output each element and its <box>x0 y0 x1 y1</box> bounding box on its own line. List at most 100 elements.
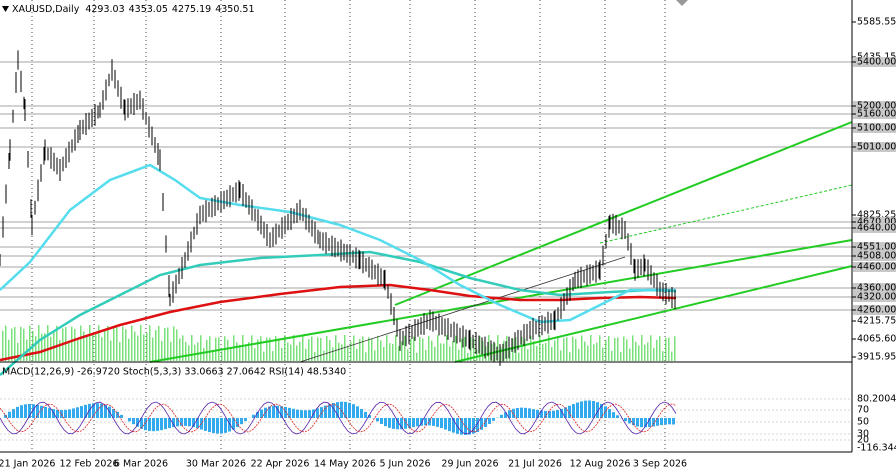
volume-bar <box>299 341 301 361</box>
macd-bar <box>64 409 67 418</box>
volume-bar <box>119 342 121 361</box>
macd-bar <box>644 418 647 428</box>
volume-bar <box>209 336 211 361</box>
volume-bar <box>110 340 112 361</box>
volume-bar <box>179 338 181 361</box>
volume-bar <box>575 339 577 361</box>
header: XAUUSD,Daily 4293.03 4353.05 4275.19 4350.51 <box>12 4 255 15</box>
volume-bar <box>518 352 520 361</box>
volume-bar <box>362 336 364 361</box>
volume-bar <box>410 338 412 361</box>
trend-line <box>299 256 626 363</box>
macd-bar <box>328 404 331 418</box>
macd-bar <box>332 403 335 418</box>
level-tag <box>853 217 896 227</box>
volume-bar <box>380 340 382 361</box>
macd-bar <box>92 403 95 418</box>
macd-bar <box>592 400 595 418</box>
volume-bar <box>458 349 460 361</box>
volume-bar <box>500 346 502 361</box>
volume-bar <box>80 325 82 361</box>
ind-level-label: 30 <box>857 429 869 440</box>
volume-bar <box>476 349 478 361</box>
volume-bar <box>215 337 217 361</box>
volume-bar <box>308 339 310 361</box>
low: 4275.19 <box>172 4 211 15</box>
volume-bar <box>95 332 97 361</box>
volume-bar <box>206 339 208 361</box>
macd-bar <box>132 418 135 425</box>
volume-bar <box>515 337 517 361</box>
macd-bar <box>228 418 231 432</box>
macd-bar <box>20 405 23 418</box>
ind-level-label: 80.2004 <box>857 394 896 405</box>
volume-bar <box>155 330 157 361</box>
macd-bar <box>272 405 275 418</box>
volume-bar <box>626 339 628 361</box>
volume-bar <box>11 328 13 361</box>
price-label: 4825.25 <box>857 210 896 221</box>
ind-level-label: 70 <box>857 405 869 416</box>
volume-bar <box>29 325 31 361</box>
macd-bar <box>8 411 11 418</box>
macd-bar <box>184 418 187 426</box>
macd-bar <box>524 407 527 418</box>
grid <box>31 0 666 452</box>
volume-bar <box>419 337 421 361</box>
macd-bar <box>324 405 327 418</box>
channel-projection <box>599 184 853 244</box>
volume-bar <box>128 338 130 361</box>
macd-bar <box>528 408 531 418</box>
macd-bar <box>176 418 179 427</box>
volume-bar <box>590 335 592 361</box>
volume-bar <box>332 347 334 361</box>
macd-bar <box>360 408 363 418</box>
macd-bar <box>244 418 247 422</box>
level-tag <box>853 292 896 302</box>
volume-bar <box>59 340 61 361</box>
level-tag <box>853 283 896 293</box>
macd-bar <box>488 418 491 424</box>
price-label: 5400.00 <box>857 57 896 68</box>
macd-bar <box>260 409 263 418</box>
macd-bar <box>472 418 475 434</box>
macd-bar <box>12 409 15 418</box>
volume-bar <box>455 335 457 361</box>
volume-bar <box>44 333 46 361</box>
macd-bar <box>484 418 487 428</box>
volume-bar <box>671 351 673 361</box>
volume-bar <box>569 352 571 361</box>
volume-bar <box>263 351 265 361</box>
date-label: 21 Jul 2026 <box>508 459 562 470</box>
date-label: 5 Jun 2026 <box>379 459 430 470</box>
macd-bar <box>304 410 307 418</box>
volume-bar <box>536 345 538 361</box>
macd-bar <box>384 418 387 427</box>
volume-bar <box>431 340 433 361</box>
volume-bar <box>545 343 547 361</box>
volume-bar <box>260 336 262 361</box>
macd-bar <box>188 418 191 427</box>
level-tag <box>853 101 896 111</box>
volume-bar <box>392 343 394 361</box>
volume-bar <box>329 340 331 361</box>
volume-bar <box>428 335 430 361</box>
volume-bar <box>41 333 43 361</box>
date-label: 6 Mar 2026 <box>114 459 168 470</box>
volume-bar <box>104 330 106 361</box>
volume-bar <box>611 350 613 361</box>
macd-bar <box>68 409 71 418</box>
volume-bar <box>488 335 490 361</box>
volume-bar <box>152 337 154 361</box>
levels <box>0 61 852 311</box>
volume-bar <box>602 347 604 361</box>
volume-bar <box>173 326 175 361</box>
date-label: 14 May 2026 <box>314 459 376 470</box>
volume-bar <box>23 328 25 361</box>
volume-bar <box>422 338 424 361</box>
macd-bar <box>352 404 355 418</box>
macd-bar <box>112 408 115 418</box>
close: 4350.51 <box>215 4 254 15</box>
macd-bar <box>36 404 39 418</box>
macd-bar <box>388 418 391 428</box>
